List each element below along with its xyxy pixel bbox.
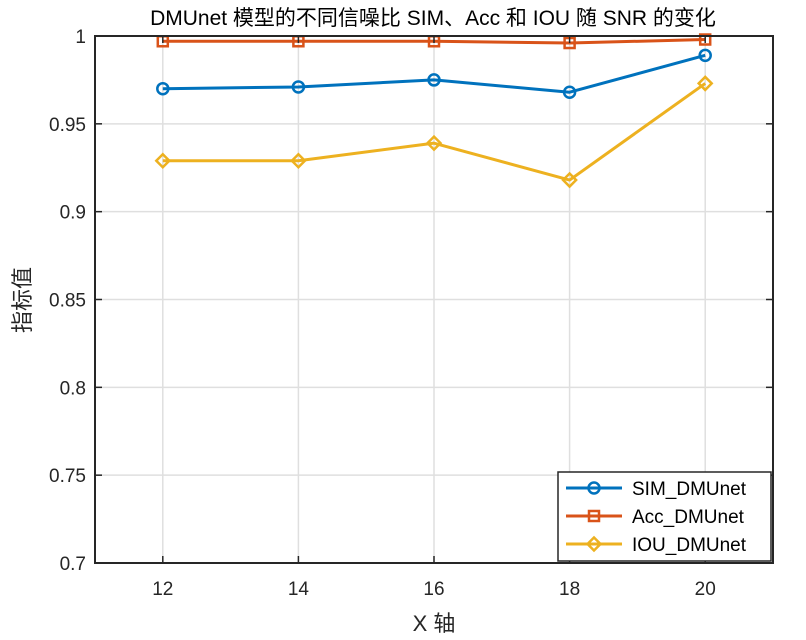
- legend-marker: [587, 481, 601, 495]
- y-tick-label: 0.9: [60, 203, 86, 224]
- data-point: [698, 48, 712, 63]
- x-tick-label: 12: [152, 579, 173, 600]
- series-line: [162, 82, 707, 182]
- data-point: [561, 171, 578, 189]
- y-tick-label: 0.7: [60, 554, 86, 575]
- ticks: 12 14 16 18 20 0.7 0.75 0.8 0.85 0.9 0.95 1: [49, 27, 773, 600]
- data-point: [562, 85, 577, 99]
- legend-label: SIM_DMUnet: [632, 479, 747, 500]
- data-point: [427, 73, 441, 87]
- legend-label: IOU_DMUnet: [632, 535, 747, 556]
- data-point: [290, 152, 307, 169]
- legend-item: Acc_DMUnet: [566, 507, 745, 528]
- x-tick-label: 16: [423, 579, 444, 600]
- data-point: [156, 81, 170, 96]
- x-tick-label: 20: [695, 579, 716, 600]
- data-point: [696, 75, 714, 92]
- y-tick-label: 0.8: [60, 378, 86, 399]
- legend-marker: [587, 509, 601, 523]
- data-point: [291, 80, 306, 94]
- x-axis-label: X 轴: [413, 611, 456, 636]
- data-point: [425, 134, 443, 152]
- legend-label: Acc_DMUnet: [632, 507, 745, 528]
- data-point: [154, 152, 172, 169]
- y-axis-label: 指标值: [10, 267, 35, 333]
- y-tick-label: 0.85: [49, 291, 86, 312]
- data-point: [698, 33, 712, 46]
- y-tick-label: 0.75: [49, 466, 86, 487]
- series-line: [162, 53, 706, 94]
- legend-marker: [585, 535, 603, 553]
- legend-item: SIM_DMUnet: [566, 479, 747, 500]
- legend: SIM_DMUnet Acc_DMUnet IOU_DMUnet: [557, 471, 772, 562]
- y-tick-label: 0.95: [49, 115, 86, 136]
- x-tick-label: 14: [288, 579, 310, 600]
- series-IOU_DMUnet: [154, 75, 714, 189]
- series-SIM_DMUnet: [156, 48, 712, 99]
- x-tick-label: 18: [559, 579, 580, 600]
- y-tick-label: 1: [75, 27, 86, 48]
- chart-title: DMUnet 模型的不同信噪比 SIM、Acc 和 IOU 随 SNR 的变化: [150, 7, 716, 30]
- legend-item: IOU_DMUnet: [566, 535, 747, 556]
